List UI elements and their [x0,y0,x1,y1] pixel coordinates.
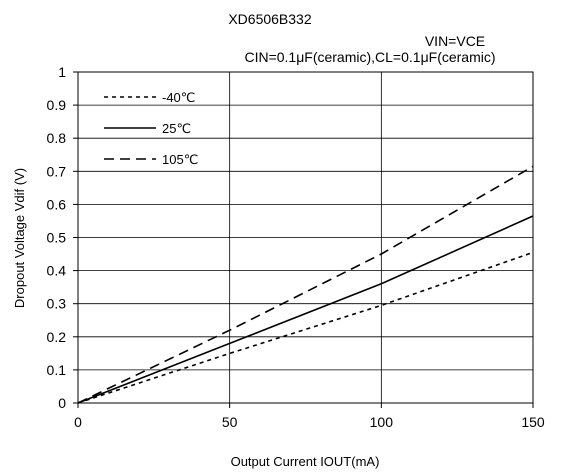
y-tick-label: 0.8 [47,130,67,146]
x-axis-label: Output Current IOUT(mA) [231,454,380,469]
y-tick-label: 0.2 [47,329,67,345]
x-tick-label: 0 [74,414,82,430]
y-tick-label: 0.3 [47,296,67,312]
x-axis-ticks: 0 50 100 150 [74,403,545,430]
legend-label: -40℃ [162,90,195,105]
chart-title: XD6506B332 [228,11,312,27]
x-tick-label: 150 [521,414,545,430]
y-tick-label: 0.6 [47,196,67,212]
series-line-0 [77,251,534,404]
legend: -40℃ 25℃ 105℃ [104,90,198,167]
y-tick-label: 0.7 [47,163,67,179]
chart-condition-caps: CIN=0.1μF(ceramic),CL=0.1μF(ceramic) [244,49,495,65]
y-tick-label: 0.4 [47,263,67,279]
series-line-2 [77,165,534,404]
y-tick-label: 0.1 [47,362,67,378]
x-tick-label: 50 [222,414,238,430]
grid-lines [78,72,533,403]
y-axis-ticks: 0 0.1 0.2 0.3 0.4 0.5 0.6 0.7 0.8 0.9 1 [47,64,78,411]
legend-label: 105℃ [162,152,198,167]
y-axis-label: Dropout Voltage Vdif (V) [12,168,27,308]
y-tick-label: 0.9 [47,97,67,113]
legend-label: 25℃ [162,121,191,136]
y-tick-label: 0.5 [47,230,67,246]
y-tick-label: 1 [58,64,66,80]
x-tick-label: 100 [370,414,394,430]
series-line-1 [77,215,534,404]
y-tick-label: 0 [58,395,66,411]
chart-condition-vin: VIN=VCE [425,33,485,49]
series-lines [77,165,534,404]
